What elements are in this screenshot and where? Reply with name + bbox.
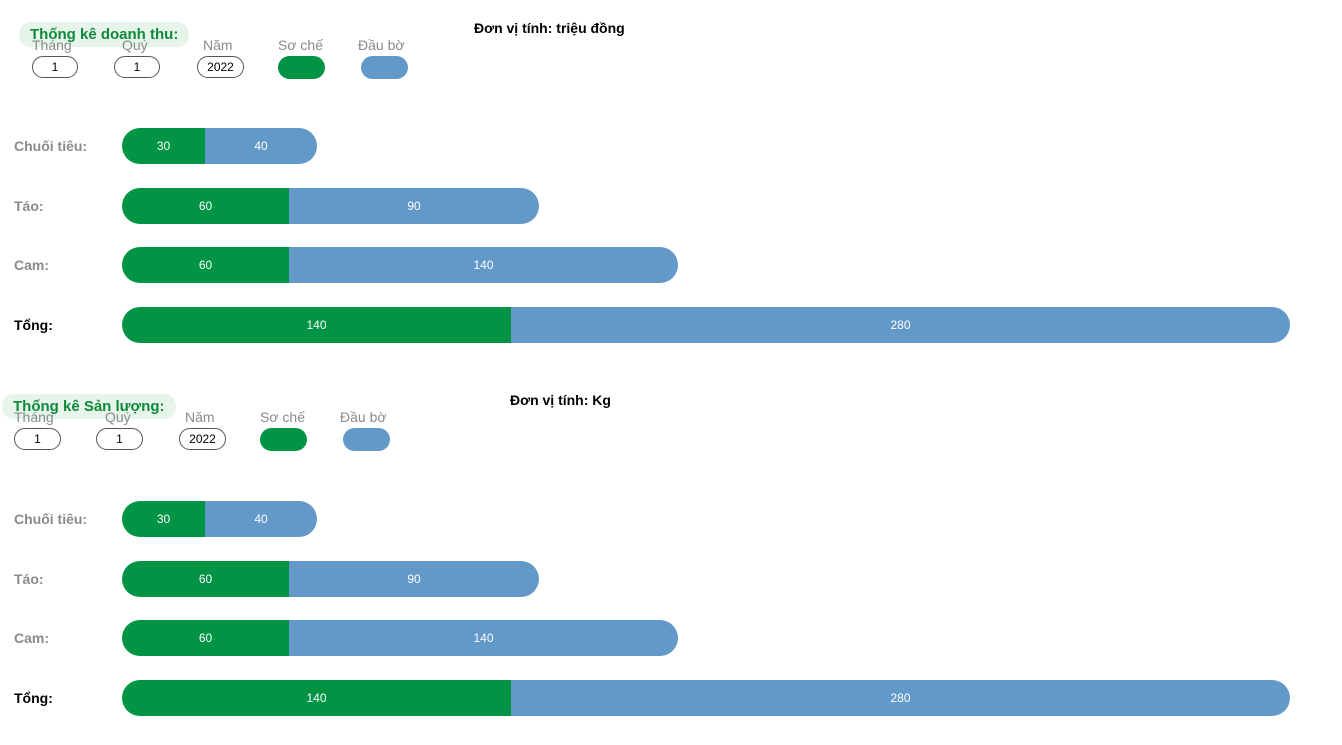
year-input[interactable]: 2022 <box>197 56 244 78</box>
year-label: Năm <box>185 409 215 425</box>
category-label: Táo: <box>14 198 44 214</box>
bar-segment-dau-bo: 140 <box>289 620 678 656</box>
year-label: Năm <box>203 37 233 53</box>
dau-bo-swatch[interactable] <box>343 428 390 451</box>
revenue-section: Thống kê doanh thu: Đơn vị tính: triệu đ… <box>0 0 1342 372</box>
category-label: Táo: <box>14 571 44 587</box>
data-label: 60 <box>198 631 213 645</box>
month-input[interactable]: 1 <box>32 56 78 78</box>
month-label: Tháng <box>32 37 72 53</box>
so-che-swatch[interactable] <box>260 428 307 451</box>
stacked-bar: 60 90 <box>122 188 539 224</box>
month-input[interactable]: 1 <box>14 428 61 450</box>
quarter-input[interactable]: 1 <box>114 56 160 78</box>
bar-segment-so-che: 30 <box>122 501 205 537</box>
dau-bo-legend-label: Đầu bờ <box>340 409 387 425</box>
year-input[interactable]: 2022 <box>179 428 226 450</box>
stacked-bar: 30 40 <box>122 128 317 164</box>
bar-segment-so-che: 60 <box>122 620 289 656</box>
bar-segment-so-che: 140 <box>122 680 511 716</box>
stacked-bar: 60 90 <box>122 561 539 597</box>
dau-bo-legend: Đầu bờ <box>340 409 400 451</box>
bar-segment-so-che: 60 <box>122 561 289 597</box>
stacked-bar: 140 280 <box>122 680 1290 716</box>
quarter-label: Quý <box>122 37 148 53</box>
bar-segment-dau-bo: 40 <box>205 128 317 164</box>
data-label: 90 <box>407 572 421 586</box>
bar-segment-so-che: 60 <box>122 188 289 224</box>
data-label: 40 <box>254 139 268 153</box>
category-label: Cam: <box>14 630 50 646</box>
so-che-legend-label: Sơ chế <box>278 37 323 53</box>
data-label: 30 <box>156 139 171 153</box>
total-label: Tổng: <box>14 317 53 333</box>
data-label: 60 <box>198 258 213 272</box>
data-label: 40 <box>254 512 268 526</box>
unit-label: Đơn vị tính: triệu đồng <box>474 20 625 36</box>
stacked-bar: 30 40 <box>122 501 317 537</box>
year-filter: Năm 2022 <box>179 409 239 450</box>
category-label: Cam: <box>14 257 50 273</box>
quarter-filter: Quý 1 <box>96 409 156 450</box>
bar-segment-dau-bo: 280 <box>511 307 1290 343</box>
unit-label: Đơn vị tính: Kg <box>510 392 611 408</box>
dau-bo-swatch[interactable] <box>361 56 408 79</box>
quarter-filter: Quý 1 <box>114 37 174 78</box>
so-che-legend: Sơ chế <box>278 37 338 79</box>
dau-bo-legend: Đầu bờ <box>358 37 418 79</box>
output-section: Thống kê Sản lượng: Đơn vị tính: Kg Thán… <box>0 373 1342 745</box>
data-label: 60 <box>198 199 213 213</box>
month-filter: Tháng 1 <box>14 409 74 450</box>
section-title: Thống kê doanh thu: <box>19 22 190 47</box>
stacked-bar: 60 140 <box>122 620 678 656</box>
bar-segment-dau-bo: 280 <box>511 680 1290 716</box>
data-label: 280 <box>890 318 911 332</box>
quarter-label: Quý <box>105 409 131 425</box>
data-label: 90 <box>407 199 421 213</box>
bar-segment-dau-bo: 90 <box>289 561 539 597</box>
bar-segment-so-che: 30 <box>122 128 205 164</box>
month-filter: Tháng 1 <box>32 37 92 78</box>
category-label: Chuối tiêu: <box>14 511 88 527</box>
month-label: Tháng <box>14 409 54 425</box>
so-che-legend: Sơ chế <box>260 409 320 451</box>
bar-segment-so-che: 60 <box>122 247 289 283</box>
so-che-swatch[interactable] <box>278 56 325 79</box>
data-label: 30 <box>156 512 171 526</box>
bar-segment-so-che: 140 <box>122 307 511 343</box>
data-label: 140 <box>473 631 494 645</box>
year-filter: Năm 2022 <box>197 37 257 78</box>
total-label: Tổng: <box>14 690 53 706</box>
data-label: 140 <box>306 691 327 705</box>
data-label: 140 <box>306 318 327 332</box>
section-title: Thống kê Sản lượng: <box>2 394 176 419</box>
stacked-bar: 60 140 <box>122 247 678 283</box>
bar-segment-dau-bo: 140 <box>289 247 678 283</box>
data-label: 60 <box>198 572 213 586</box>
data-label: 140 <box>473 258 494 272</box>
so-che-legend-label: Sơ chế <box>260 409 305 425</box>
dau-bo-legend-label: Đầu bờ <box>358 37 405 53</box>
quarter-input[interactable]: 1 <box>96 428 143 450</box>
bar-segment-dau-bo: 40 <box>205 501 317 537</box>
category-label: Chuối tiêu: <box>14 138 88 154</box>
bar-segment-dau-bo: 90 <box>289 188 539 224</box>
stacked-bar: 140 280 <box>122 307 1290 343</box>
data-label: 280 <box>890 691 911 705</box>
